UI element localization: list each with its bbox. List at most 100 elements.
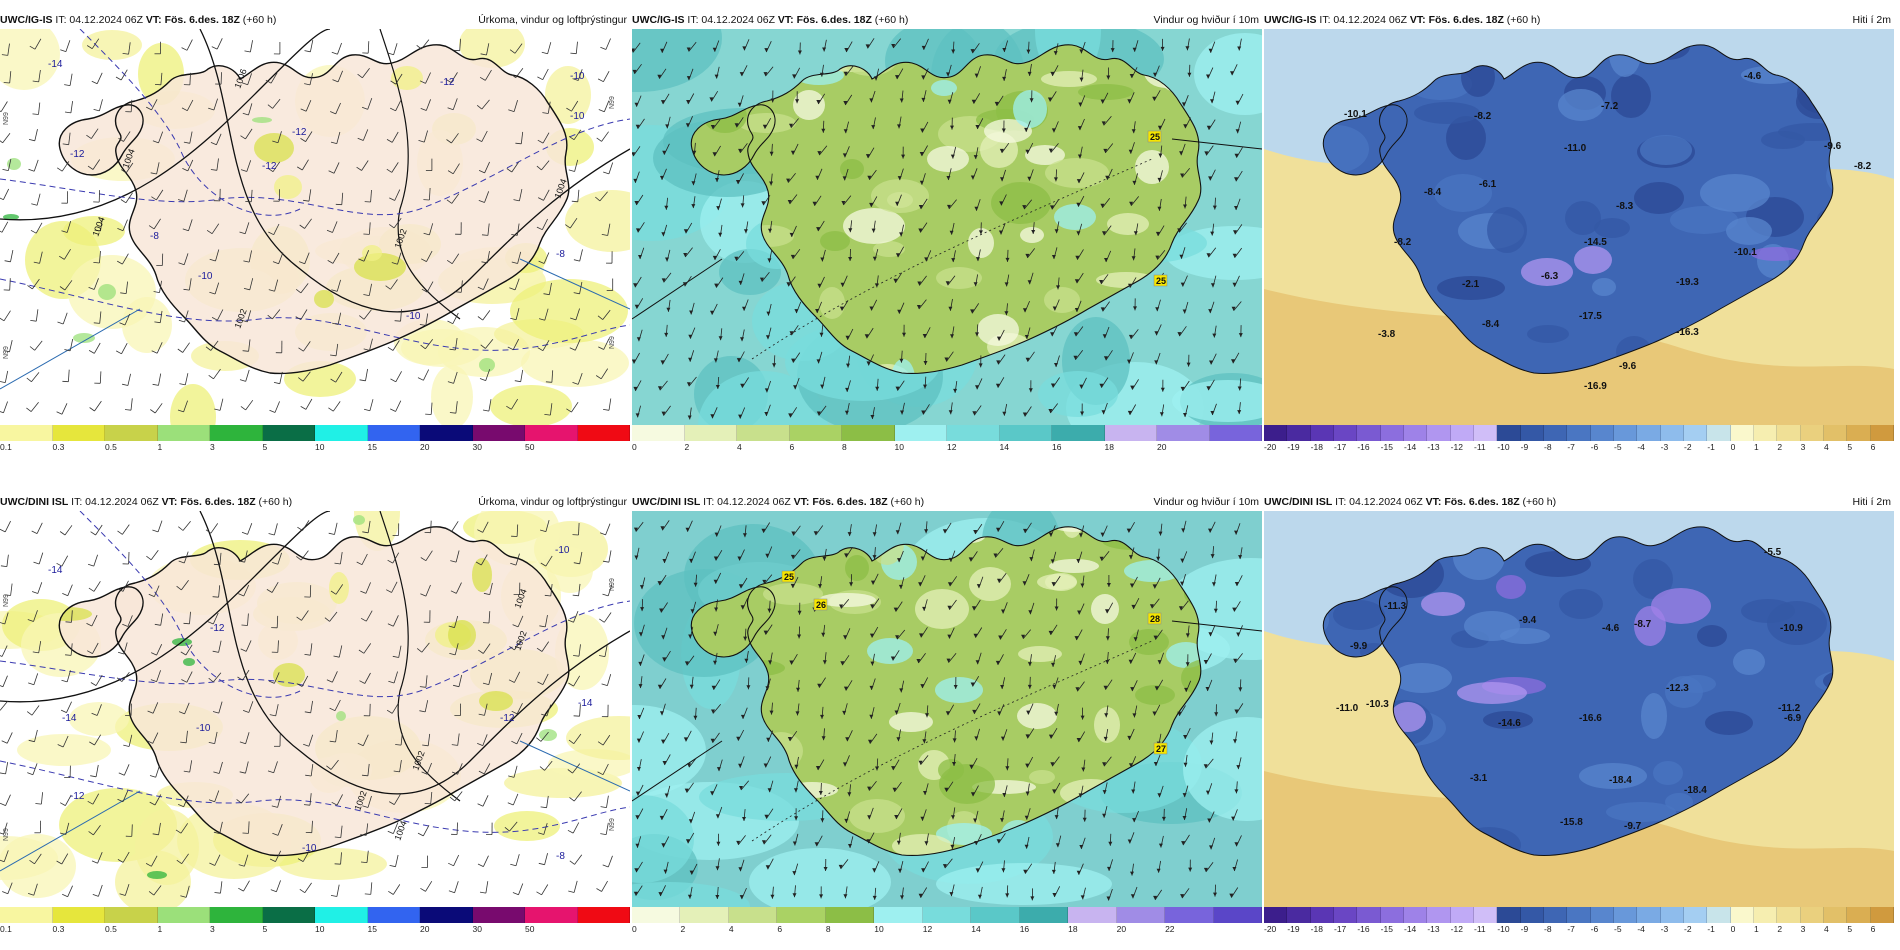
isotherm-label: -10 <box>406 311 421 322</box>
colorbar-swatch <box>1847 425 1871 441</box>
colorbar-tick-label: 10 <box>874 924 884 934</box>
colorbar-tick-label: 6 <box>777 924 783 934</box>
colorbar-tick-label: 12 <box>947 442 957 452</box>
colorbar-swatch <box>825 907 875 923</box>
colorbar-tick-label: 50 <box>525 442 535 452</box>
colorbar-ticks: 0 2 4 6 8 10 12 14 16 18 20 <box>632 442 1262 454</box>
colorbar-swatch <box>1165 907 1214 923</box>
colorbar-tick-label: -20 <box>1264 924 1277 934</box>
panel-title: Vindur og hviður í 10m <box>1153 14 1259 26</box>
colorbar-swatch <box>525 425 578 441</box>
colorbar-swatch <box>1357 425 1381 441</box>
colorbar-swatch <box>680 907 729 923</box>
map-image: 25 26 28 27 <box>632 511 1262 907</box>
colorbar-tick-label: -18 <box>1310 442 1323 452</box>
colorbar-swatch <box>1380 907 1404 923</box>
colorbar-swatch <box>1427 907 1451 923</box>
colorbar-swatch <box>1823 907 1848 923</box>
lead-time: (+60 h) <box>1506 14 1541 26</box>
colorbar-tick-label: 15 <box>367 442 377 452</box>
colorbar-swatch <box>1870 425 1894 441</box>
model-name: UWC/DINI ISL <box>632 496 701 508</box>
colorbar-swatch <box>472 425 525 441</box>
colorbar-swatch <box>1777 425 1801 441</box>
panel-title: Úrkoma, vindur og loftþrýstingur <box>478 496 627 508</box>
init-time: IT: 04.12.2024 06Z <box>55 14 143 26</box>
colorbar-tick-label: 16 <box>1019 924 1030 934</box>
colorbar-swatch <box>684 425 737 441</box>
colorbar-swatch <box>1052 425 1105 441</box>
grid-edge-label: N99 <box>3 346 10 359</box>
colorbar-tick-label: -13 <box>1427 924 1440 934</box>
valid-time: VT: Fös. 6.des. 18Z <box>793 496 888 508</box>
init-time: IT: 04.12.2024 06Z <box>71 496 159 508</box>
model-name: UWC/DINI ISL <box>1264 496 1333 508</box>
colorbar-swatch <box>737 425 790 441</box>
colorbar-swatch <box>1707 907 1731 923</box>
temp-label: -14.6 <box>1498 718 1521 729</box>
temp-label: -9.6 <box>1824 141 1842 152</box>
colorbar-ticks: 0.1 0.3 0.5 1 3 5 10 15 20 30 50 <box>0 442 630 454</box>
colorbar-swatch <box>1847 907 1871 923</box>
colorbar-tick-label: 16 <box>1052 442 1062 452</box>
colorbar-swatch <box>1590 907 1614 923</box>
colorbar-tick-label: 5 <box>262 442 268 452</box>
colorbar-tick-label: 18 <box>1104 442 1114 452</box>
panel-header: UWC/IG-IS IT: 04.12.2024 06Z VT: Fös. 6.… <box>1264 12 1894 29</box>
colorbar-swatch <box>420 907 473 923</box>
colorbar-swatch <box>1683 425 1708 441</box>
colorbar-swatch <box>262 425 315 441</box>
map-panel-wind: UWC/IG-IS IT: 04.12.2024 06Z VT: Fös. 6.… <box>632 12 1262 457</box>
isotherm-label: -10 <box>570 71 585 82</box>
colorbar-swatch <box>1357 907 1381 923</box>
colorbar-swatch <box>1707 425 1731 441</box>
colorbar-tick-label: 20 <box>1116 924 1127 934</box>
colorbar-swatch <box>1543 425 1568 441</box>
map-image: 25 25 <box>632 29 1262 425</box>
colorbar-tick-label: 2 <box>684 442 690 452</box>
colorbar-tick-label: -2 <box>1684 924 1692 934</box>
colorbar-tick-label: -19 <box>1287 924 1300 934</box>
valid-time: VT: Fös. 6.des. 18Z <box>1425 496 1520 508</box>
colorbar-swatch <box>1264 907 1288 923</box>
isotherm-label: -8 <box>556 851 565 862</box>
temp-label: -10.1 <box>1734 247 1757 258</box>
lead-time: (+60 h) <box>258 496 293 508</box>
temp-label: -10.1 <box>1344 109 1367 120</box>
colorbar-tick-label: -10 <box>1497 442 1510 452</box>
map-panel-temp: UWC/IG-IS IT: 04.12.2024 06Z VT: Fös. 6.… <box>1264 12 1894 457</box>
colorbar-tick-label: 5 <box>262 924 268 934</box>
init-time: IT: 04.12.2024 06Z <box>1319 14 1407 26</box>
colorbar-swatch <box>1637 907 1661 923</box>
colorbar-swatch <box>1497 425 1521 441</box>
temp-label: -10.9 <box>1780 623 1803 634</box>
panel-title: Hiti í 2m <box>1852 14 1891 26</box>
colorbar-tick-label: 1 <box>157 442 163 452</box>
colorbar-swatch <box>1287 907 1311 923</box>
colorbar-swatch <box>632 907 681 923</box>
colorbar-swatch <box>1497 907 1521 923</box>
isotherm-label: -12 <box>70 791 85 802</box>
colorbar-tick-label: 50 <box>525 924 535 934</box>
colorbar-tick-label: 30 <box>472 442 482 452</box>
colorbar-tick-label: 0.1 <box>0 924 12 934</box>
map-panel-precip: UWC/IG-IS IT: 04.12.2024 06Z VT: Fös. 6.… <box>0 12 630 457</box>
colorbar-ticks: -20 -19 -18 -17 -16 -15 -14 -13 -12 -11 -10 -9 -8 -7-… <box>1264 924 1894 936</box>
init-time: IT: 04.12.2024 06Z <box>703 496 791 508</box>
colorbar-tick-label: -11 <box>1474 924 1486 934</box>
temp-label: -3.8 <box>1378 329 1396 340</box>
colorbar-tick-label: -12 <box>1450 442 1463 452</box>
colorbar-swatch <box>52 907 105 923</box>
colorbar-swatch <box>728 907 778 923</box>
isotherm-label: -14 <box>62 713 77 724</box>
colorbar-tick-label: 14 <box>971 924 981 934</box>
isotherm-label: -8 <box>556 249 565 260</box>
temp-label: -15.8 <box>1560 817 1583 828</box>
colorbar-swatch <box>315 425 368 441</box>
colorbar-tick-label: 2 <box>1777 442 1783 452</box>
map-image: 1004 1002 1002 1004 1002 -14 -10 -12 -14 -12 -10 -1… <box>0 511 630 907</box>
grid-edge-label: N99 <box>609 336 616 349</box>
colorbar-tick-label: -12 <box>1450 924 1463 934</box>
colorbar-swatch <box>157 907 210 923</box>
colorbar-swatch <box>1823 425 1848 441</box>
